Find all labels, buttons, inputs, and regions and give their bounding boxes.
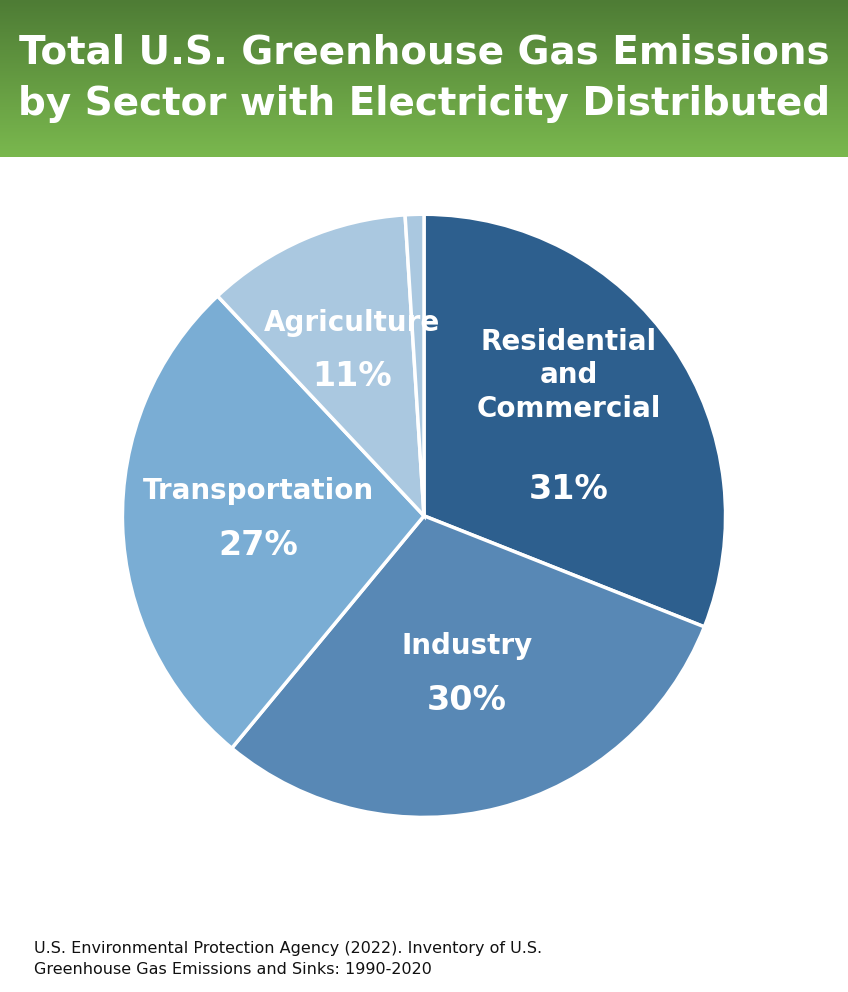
Text: Residential
and
Commercial: Residential and Commercial [477,327,661,423]
Wedge shape [218,215,424,516]
Text: 11%: 11% [312,360,392,394]
Text: 31%: 31% [529,473,609,506]
Wedge shape [232,516,705,817]
Wedge shape [122,296,424,748]
Wedge shape [405,214,424,516]
Text: U.S. Environmental Protection Agency (2022). Inventory of U.S.
Greenhouse Gas Em: U.S. Environmental Protection Agency (20… [34,941,542,977]
Text: Industry: Industry [401,632,533,660]
Text: 27%: 27% [218,529,298,561]
Text: 30%: 30% [427,683,507,717]
Wedge shape [424,214,726,627]
Text: Transportation: Transportation [142,477,374,505]
Text: Total U.S. Greenhouse Gas Emissions
by Sector with Electricity Distributed: Total U.S. Greenhouse Gas Emissions by S… [18,34,830,123]
Text: Agriculture: Agriculture [264,309,440,336]
